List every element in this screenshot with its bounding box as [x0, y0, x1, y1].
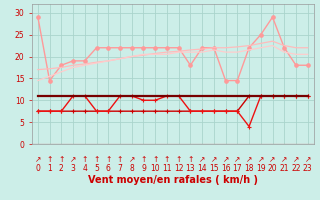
Text: 17: 17 [233, 164, 242, 173]
Text: 20: 20 [268, 164, 277, 173]
Text: ↑: ↑ [164, 155, 170, 164]
Text: 18: 18 [244, 164, 254, 173]
Text: ↗: ↗ [246, 155, 252, 164]
Text: ↗: ↗ [258, 155, 264, 164]
Text: 16: 16 [221, 164, 230, 173]
Text: ↗: ↗ [35, 155, 41, 164]
Text: 11: 11 [162, 164, 172, 173]
Text: ↑: ↑ [46, 155, 53, 164]
Text: ↗: ↗ [269, 155, 276, 164]
Text: 15: 15 [209, 164, 219, 173]
Text: 14: 14 [197, 164, 207, 173]
Text: ↑: ↑ [58, 155, 65, 164]
Text: ↑: ↑ [105, 155, 111, 164]
Text: ↗: ↗ [234, 155, 241, 164]
Text: 0: 0 [36, 164, 40, 173]
Text: ↗: ↗ [222, 155, 229, 164]
Text: 6: 6 [106, 164, 111, 173]
Text: 7: 7 [117, 164, 123, 173]
Text: 21: 21 [279, 164, 289, 173]
Text: ↑: ↑ [175, 155, 182, 164]
Text: ↑: ↑ [187, 155, 194, 164]
Text: 2: 2 [59, 164, 64, 173]
Text: 5: 5 [94, 164, 99, 173]
Text: ↑: ↑ [117, 155, 123, 164]
Text: ↗: ↗ [211, 155, 217, 164]
Text: ↑: ↑ [140, 155, 147, 164]
Text: 10: 10 [150, 164, 160, 173]
Text: 3: 3 [71, 164, 76, 173]
Text: 8: 8 [129, 164, 134, 173]
Text: ↑: ↑ [152, 155, 158, 164]
Text: ↗: ↗ [293, 155, 299, 164]
Text: 9: 9 [141, 164, 146, 173]
Text: 12: 12 [174, 164, 183, 173]
Text: 19: 19 [256, 164, 266, 173]
Text: ↗: ↗ [199, 155, 205, 164]
Text: 1: 1 [47, 164, 52, 173]
Text: Vent moyen/en rafales ( km/h ): Vent moyen/en rafales ( km/h ) [88, 175, 258, 185]
Text: 22: 22 [291, 164, 301, 173]
Text: 23: 23 [303, 164, 313, 173]
Text: 13: 13 [186, 164, 195, 173]
Text: ↗: ↗ [70, 155, 76, 164]
Text: 4: 4 [82, 164, 87, 173]
Text: ↗: ↗ [305, 155, 311, 164]
Text: ↗: ↗ [281, 155, 287, 164]
Text: ↑: ↑ [82, 155, 88, 164]
Text: ↗: ↗ [129, 155, 135, 164]
Text: ↑: ↑ [93, 155, 100, 164]
